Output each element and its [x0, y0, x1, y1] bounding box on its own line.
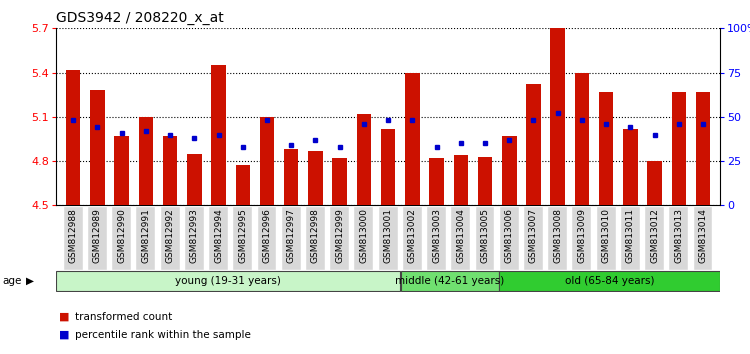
Bar [357, 114, 371, 205]
Text: GDS3942 / 208220_x_at: GDS3942 / 208220_x_at [56, 11, 224, 25]
Bar [623, 129, 638, 205]
Text: GSM812993: GSM812993 [190, 208, 199, 263]
Bar [671, 92, 686, 205]
Text: GSM812989: GSM812989 [93, 208, 102, 263]
FancyBboxPatch shape [282, 207, 301, 269]
Text: GSM812996: GSM812996 [262, 208, 272, 263]
FancyBboxPatch shape [645, 207, 664, 269]
FancyBboxPatch shape [572, 207, 591, 269]
Text: GSM812990: GSM812990 [117, 208, 126, 263]
Bar [599, 92, 613, 205]
FancyBboxPatch shape [112, 207, 131, 269]
FancyBboxPatch shape [379, 207, 398, 269]
Bar [332, 158, 347, 205]
Text: GSM813003: GSM813003 [432, 208, 441, 263]
Bar [502, 136, 517, 205]
Bar [454, 155, 468, 205]
FancyBboxPatch shape [233, 207, 252, 269]
Bar [260, 117, 274, 205]
FancyBboxPatch shape [136, 207, 155, 269]
Text: ■: ■ [58, 312, 69, 322]
Text: GSM813001: GSM813001 [383, 208, 393, 263]
Bar [308, 151, 322, 205]
Text: GSM812997: GSM812997 [286, 208, 296, 263]
Text: GSM812991: GSM812991 [142, 208, 151, 263]
Text: GSM812998: GSM812998 [311, 208, 320, 263]
Bar [115, 136, 129, 205]
Text: GSM813008: GSM813008 [554, 208, 562, 263]
Text: GSM813013: GSM813013 [674, 208, 683, 263]
FancyBboxPatch shape [476, 207, 494, 269]
Text: GSM812999: GSM812999 [335, 208, 344, 263]
FancyBboxPatch shape [88, 207, 107, 269]
Text: young (19-31 years): young (19-31 years) [176, 276, 281, 286]
Text: GSM812988: GSM812988 [69, 208, 78, 263]
Bar [163, 136, 177, 205]
FancyBboxPatch shape [56, 271, 400, 291]
Text: ▶: ▶ [26, 276, 34, 286]
FancyBboxPatch shape [524, 207, 543, 269]
Text: GSM812992: GSM812992 [166, 208, 175, 263]
Text: GSM812994: GSM812994 [214, 208, 223, 263]
FancyBboxPatch shape [355, 207, 374, 269]
Bar [478, 156, 492, 205]
Text: GSM813000: GSM813000 [359, 208, 368, 263]
Bar [574, 73, 590, 205]
Text: GSM813010: GSM813010 [602, 208, 610, 263]
Bar [187, 154, 202, 205]
FancyBboxPatch shape [500, 207, 519, 269]
Bar [284, 149, 298, 205]
Text: GSM813005: GSM813005 [481, 208, 490, 263]
FancyBboxPatch shape [160, 207, 179, 269]
FancyBboxPatch shape [403, 207, 422, 269]
FancyBboxPatch shape [209, 207, 228, 269]
Bar [429, 158, 444, 205]
Bar [236, 166, 250, 205]
FancyBboxPatch shape [694, 207, 712, 269]
Bar [139, 117, 153, 205]
FancyBboxPatch shape [427, 207, 446, 269]
Text: middle (42-61 years): middle (42-61 years) [395, 276, 504, 286]
FancyBboxPatch shape [669, 207, 688, 269]
Bar [405, 73, 419, 205]
Bar [381, 129, 395, 205]
Bar [526, 84, 541, 205]
Text: GSM813012: GSM813012 [650, 208, 659, 263]
FancyBboxPatch shape [621, 207, 640, 269]
FancyBboxPatch shape [452, 207, 470, 269]
Bar [550, 28, 565, 205]
FancyBboxPatch shape [185, 207, 204, 269]
Text: transformed count: transformed count [75, 312, 172, 322]
Text: GSM812995: GSM812995 [238, 208, 248, 263]
Bar [66, 70, 80, 205]
Text: old (65-84 years): old (65-84 years) [565, 276, 654, 286]
FancyBboxPatch shape [64, 207, 82, 269]
Bar [647, 161, 662, 205]
FancyBboxPatch shape [499, 271, 720, 291]
Bar [211, 65, 226, 205]
Text: GSM813009: GSM813009 [578, 208, 586, 263]
Text: GSM813002: GSM813002 [408, 208, 417, 263]
Text: ■: ■ [58, 330, 69, 339]
Text: GSM813011: GSM813011 [626, 208, 634, 263]
Bar [696, 92, 710, 205]
Text: GSM813007: GSM813007 [529, 208, 538, 263]
Text: GSM813004: GSM813004 [456, 208, 465, 263]
FancyBboxPatch shape [548, 207, 567, 269]
Text: percentile rank within the sample: percentile rank within the sample [75, 330, 250, 339]
Text: GSM813014: GSM813014 [698, 208, 707, 263]
FancyBboxPatch shape [400, 271, 499, 291]
FancyBboxPatch shape [306, 207, 325, 269]
Text: GSM813006: GSM813006 [505, 208, 514, 263]
FancyBboxPatch shape [597, 207, 616, 269]
Text: age: age [2, 276, 22, 286]
Bar [90, 90, 105, 205]
FancyBboxPatch shape [330, 207, 349, 269]
FancyBboxPatch shape [257, 207, 277, 269]
